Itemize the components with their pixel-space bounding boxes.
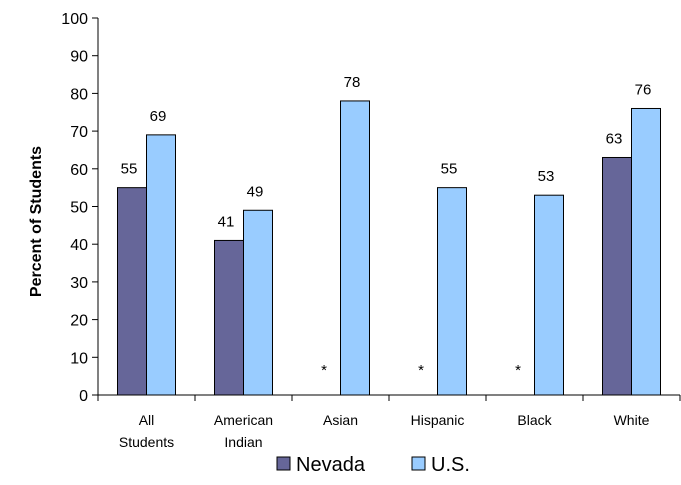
bar-us xyxy=(340,100,370,396)
data-label: 78 xyxy=(344,74,361,91)
y-tick-label: 10 xyxy=(70,350,88,367)
data-label: 41 xyxy=(218,213,235,230)
data-label: 49 xyxy=(247,183,264,200)
suppressed-marker: * xyxy=(321,362,327,379)
x-category-label: Indian xyxy=(224,434,262,450)
data-label: 76 xyxy=(635,81,652,98)
bar-us xyxy=(146,134,176,396)
suppressed-marker: * xyxy=(515,362,521,379)
data-label: 55 xyxy=(121,161,138,178)
y-axis-title: Percent of Students xyxy=(28,146,45,297)
y-tick-label: 60 xyxy=(70,162,88,179)
y-tick-label: 100 xyxy=(61,11,88,28)
y-tick-label: 50 xyxy=(70,200,88,217)
x-category-label: Students xyxy=(119,434,174,450)
data-label: 69 xyxy=(150,108,167,125)
x-category-label: Black xyxy=(517,412,552,428)
y-tick-label: 70 xyxy=(70,124,88,141)
bar-us xyxy=(437,187,467,396)
x-category-label: Asian xyxy=(323,412,358,428)
y-tick-label: 30 xyxy=(70,275,88,292)
legend-swatch xyxy=(411,456,426,471)
bar-nevada xyxy=(214,239,244,396)
y-tick-label: 20 xyxy=(70,313,88,330)
legend-label: U.S. xyxy=(431,454,470,476)
y-tick-label: 0 xyxy=(79,388,88,405)
y-tick-label: 90 xyxy=(70,49,88,66)
bar-nevada xyxy=(602,156,632,396)
x-category-label: Hispanic xyxy=(411,412,465,428)
y-tick-label: 40 xyxy=(70,237,88,254)
bar-nevada xyxy=(117,187,147,396)
data-label: 53 xyxy=(538,168,555,185)
suppressed-marker: * xyxy=(418,362,424,379)
data-label: 55 xyxy=(441,161,458,178)
y-tick-label: 80 xyxy=(70,86,88,103)
bar-us xyxy=(243,209,273,396)
data-label: 63 xyxy=(606,130,623,147)
bar-us xyxy=(631,107,661,396)
x-category-label: American xyxy=(214,412,273,428)
legend-swatch xyxy=(276,456,291,471)
bar-us xyxy=(534,194,564,396)
x-category-label: All xyxy=(139,412,155,428)
legend-label: Nevada xyxy=(296,454,366,476)
x-category-label: White xyxy=(614,412,650,428)
